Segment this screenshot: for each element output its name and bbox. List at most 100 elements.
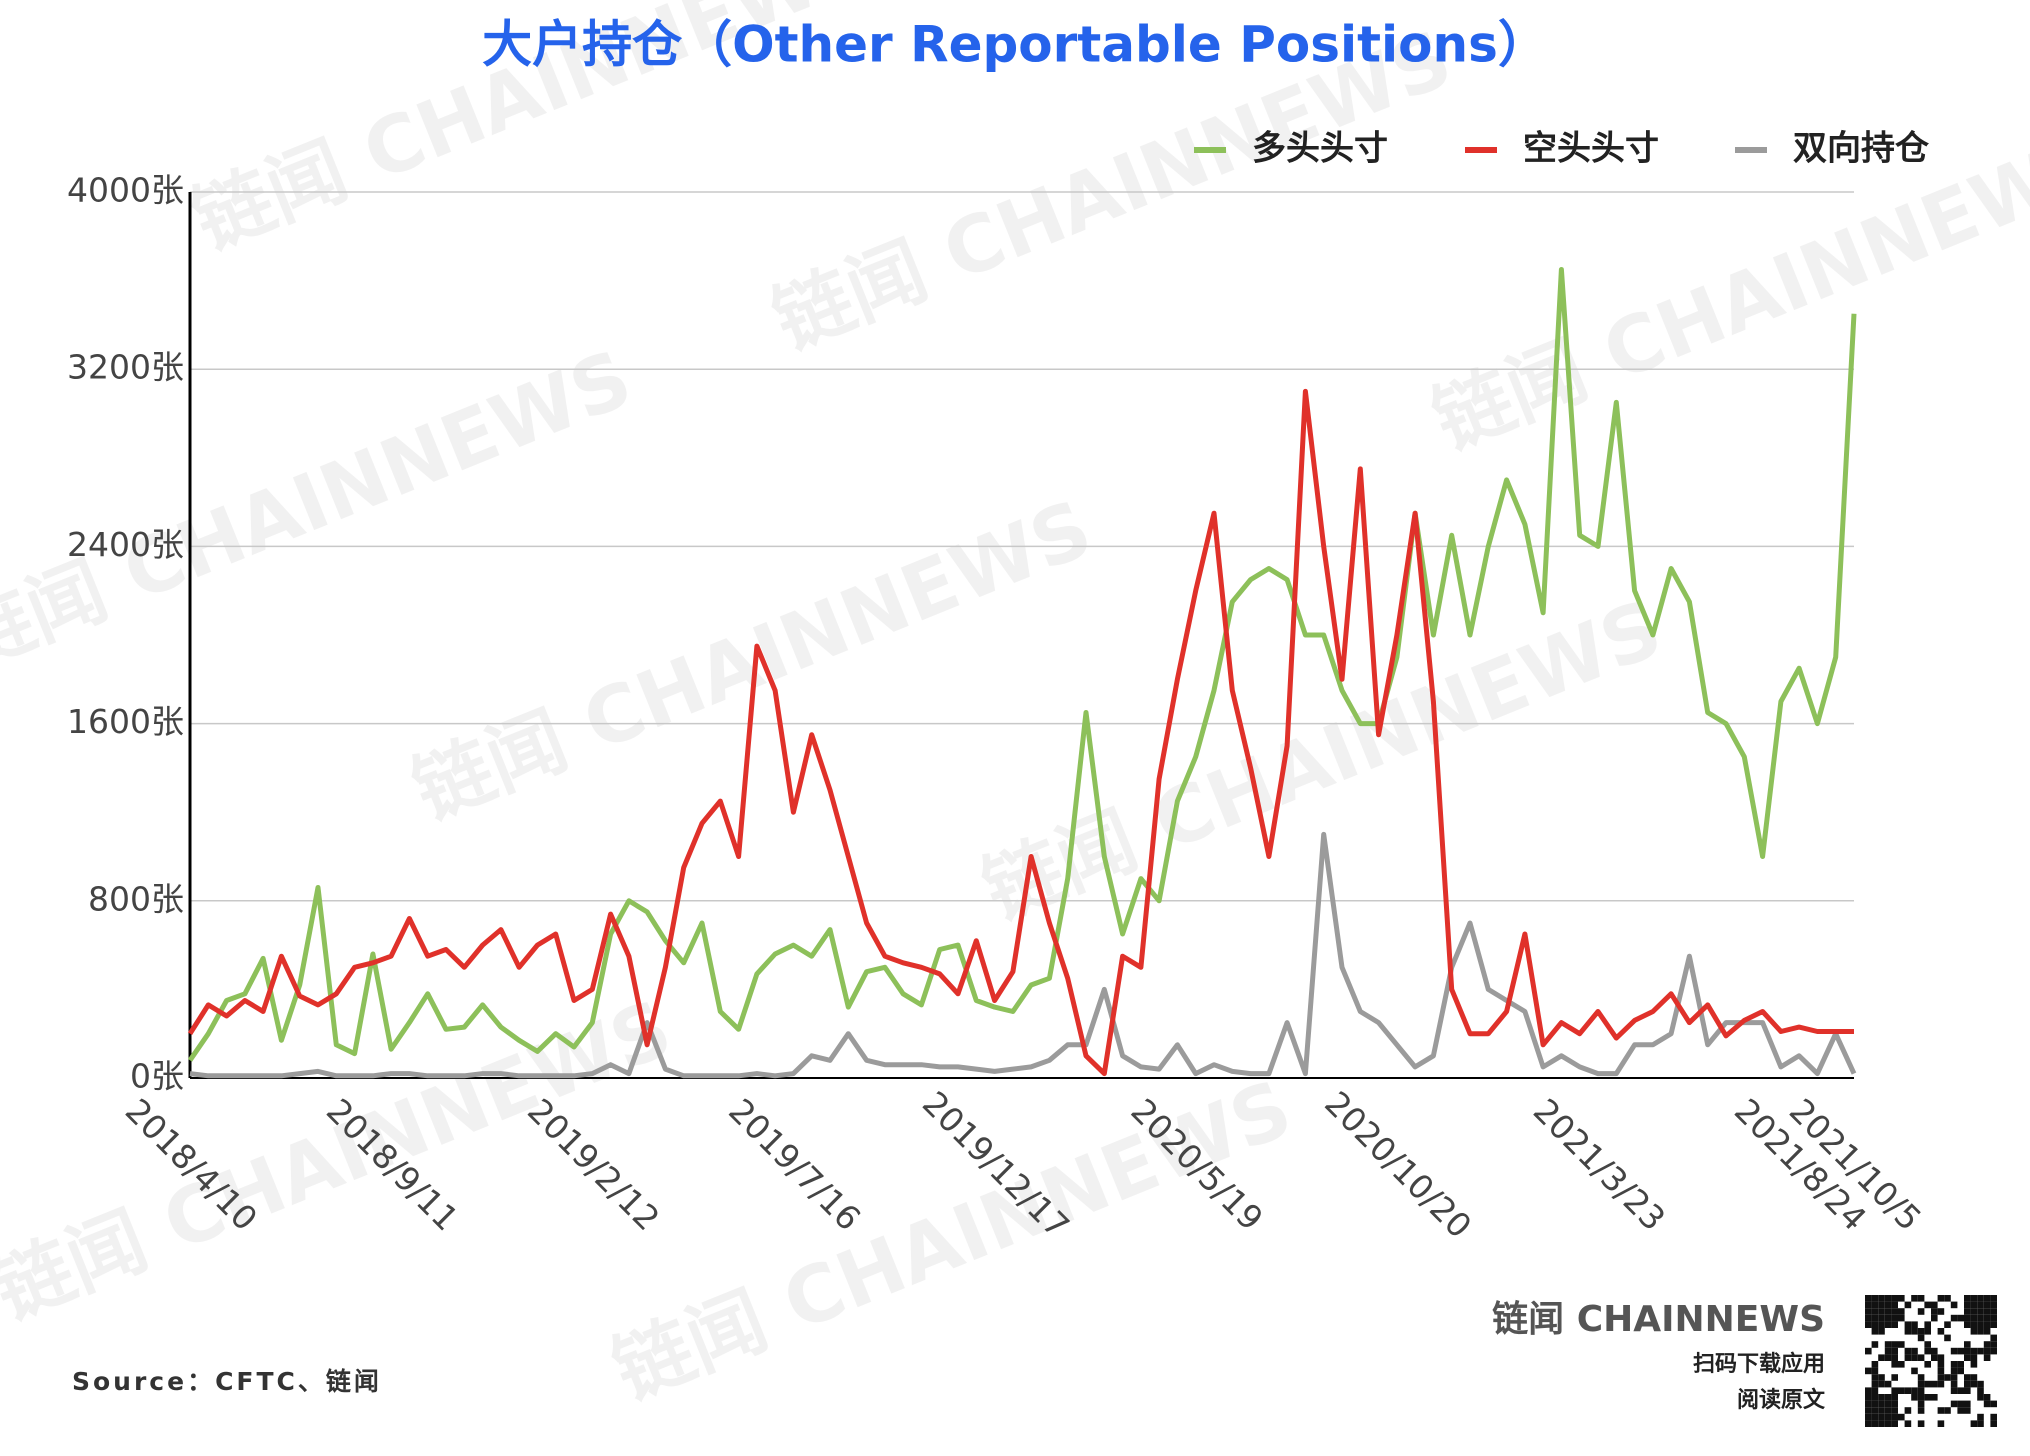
chart-title: 大户持仓（Other Reportable Positions） <box>482 16 1548 74</box>
qr-cell <box>1865 1400 1872 1408</box>
qr-code <box>1865 1295 1997 1427</box>
qr-cell <box>1898 1387 1905 1394</box>
qr-cell <box>1865 1301 1872 1309</box>
qr-cell <box>1865 1321 1872 1328</box>
qr-cell <box>1970 1347 1978 1355</box>
qr-cell <box>1871 1308 1879 1315</box>
y-tick-label: 0张 <box>130 1057 184 1096</box>
qr-cell <box>1891 1361 1898 1368</box>
qr-cell <box>1977 1413 1984 1421</box>
qr-cell <box>1964 1308 1971 1315</box>
qr-cell <box>1878 1420 1885 1427</box>
qr-cell <box>1871 1413 1879 1421</box>
y-tick-label: 3200张 <box>67 348 184 387</box>
qr-cell <box>1937 1367 1945 1375</box>
legend-label: 多头头寸 <box>1252 129 1388 169</box>
qr-cell <box>1957 1400 1964 1408</box>
qr-cell <box>1964 1341 1971 1348</box>
qr-cell <box>1891 1420 1898 1427</box>
qr-cell <box>1937 1380 1945 1388</box>
qr-cell <box>1937 1354 1945 1361</box>
qr-cell <box>1937 1374 1945 1381</box>
qr-cell <box>1871 1407 1879 1414</box>
qr-cell <box>1983 1308 1991 1315</box>
qr-cell <box>1983 1400 1991 1408</box>
qr-cell <box>1904 1347 1912 1355</box>
qr-cell <box>1898 1413 1905 1421</box>
qr-cell <box>1950 1361 1958 1368</box>
qr-cell <box>1964 1354 1971 1361</box>
qr-cell <box>1884 1420 1892 1427</box>
qr-cell <box>1865 1413 1872 1421</box>
qr-cell <box>1970 1301 1978 1309</box>
qr-cell <box>1937 1420 1945 1427</box>
qr-cell <box>1950 1314 1958 1322</box>
qr-cell <box>1990 1400 1997 1408</box>
qr-cell <box>1970 1374 1978 1381</box>
qr-cell <box>1937 1295 1945 1302</box>
qr-cell <box>1884 1407 1892 1414</box>
qr-cell <box>1990 1308 1997 1315</box>
qr-cell <box>1871 1380 1879 1388</box>
qr-cell <box>1865 1387 1872 1394</box>
qr-cell <box>1931 1354 1938 1361</box>
qr-cell <box>1891 1321 1898 1328</box>
qr-cell <box>1990 1334 1997 1342</box>
qr-cell <box>1878 1374 1885 1381</box>
qr-cell <box>1891 1394 1898 1401</box>
qr-cell <box>1931 1314 1938 1322</box>
y-tick-label: 800张 <box>88 879 184 918</box>
legend-label: 双向持仓 <box>1793 129 1930 169</box>
qr-cell <box>1878 1314 1885 1322</box>
qr-cell <box>1878 1354 1885 1361</box>
qr-cell <box>1983 1347 1991 1355</box>
qr-cell <box>1917 1328 1925 1335</box>
qr-cell <box>1990 1420 1997 1427</box>
qr-cell <box>1924 1341 1931 1348</box>
qr-cell <box>1957 1387 1964 1394</box>
qr-cell <box>1937 1361 1945 1368</box>
qr-cell <box>1931 1308 1938 1315</box>
source: Source：CFTC、链闻 <box>72 1367 382 1396</box>
qr-cell <box>1911 1394 1918 1401</box>
qr-cell <box>1865 1367 1872 1375</box>
qr-cell <box>1865 1407 1872 1414</box>
qr-cell <box>1898 1361 1905 1368</box>
qr-cell <box>1884 1341 1892 1348</box>
qr-cell <box>1964 1347 1971 1355</box>
qr-cell <box>1871 1361 1879 1368</box>
qr-cell <box>1977 1328 1984 1335</box>
qr-cell <box>1898 1341 1905 1348</box>
qr-cell <box>1944 1321 1951 1328</box>
watermark: 链闻 CHAINNEWS <box>401 484 1103 838</box>
qr-cell <box>1917 1420 1925 1427</box>
qr-cell <box>1911 1295 1918 1302</box>
qr-cell <box>1990 1321 1997 1328</box>
qr-cell <box>1983 1314 1991 1322</box>
qr-cell <box>1911 1387 1918 1394</box>
qr-cell <box>1957 1347 1964 1355</box>
qr-cell <box>1964 1400 1971 1408</box>
qr-cell <box>1878 1295 1885 1302</box>
qr-cell <box>1950 1400 1958 1408</box>
qr-cell <box>1931 1380 1938 1388</box>
qr-cell <box>1871 1321 1879 1328</box>
qr-cell <box>1950 1367 1958 1375</box>
qr-cell <box>1957 1361 1964 1368</box>
qr-cell <box>1937 1328 1945 1335</box>
qr-cell <box>1924 1321 1931 1328</box>
qr-cell <box>1884 1301 1892 1309</box>
qr-cell <box>1911 1321 1918 1328</box>
qr-cell <box>1931 1394 1938 1401</box>
qr-cell <box>1924 1347 1931 1355</box>
qr-cell <box>1983 1301 1991 1309</box>
qr-cell <box>1917 1380 1925 1388</box>
qr-cell <box>1891 1308 1898 1315</box>
qr-cell <box>1878 1308 1885 1315</box>
qr-cell <box>1865 1347 1872 1355</box>
qr-cell <box>1904 1301 1912 1309</box>
qr-cell <box>1904 1354 1912 1361</box>
qr-cell <box>1904 1387 1912 1394</box>
qr-cell <box>1898 1314 1905 1322</box>
qr-cell <box>1878 1407 1885 1414</box>
